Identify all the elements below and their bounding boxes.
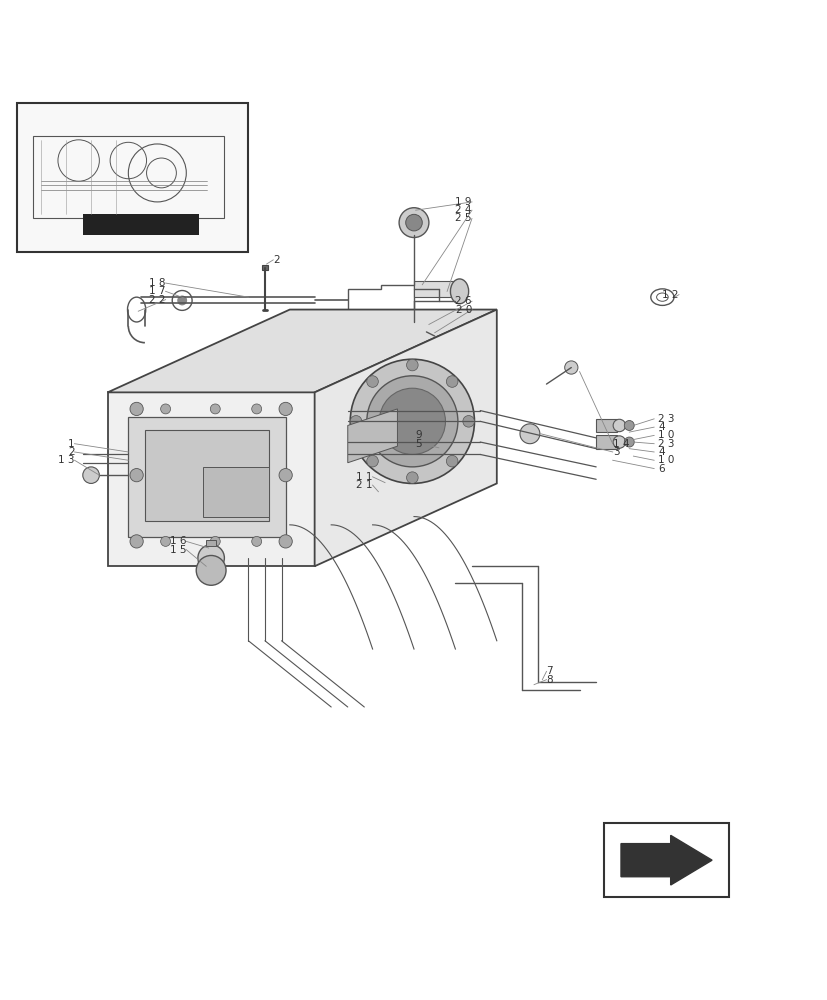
Text: 2 1: 2 1 — [356, 480, 372, 490]
Text: 1 0: 1 0 — [657, 430, 674, 440]
Circle shape — [251, 404, 261, 414]
Circle shape — [446, 455, 457, 467]
Text: 2 5: 2 5 — [455, 213, 471, 223]
Text: 2 4: 2 4 — [455, 205, 471, 215]
Polygon shape — [347, 409, 397, 463]
Bar — [17, 103, 248, 252]
Polygon shape — [203, 467, 269, 517]
Polygon shape — [108, 392, 314, 566]
Bar — [604, 823, 728, 897]
Circle shape — [279, 469, 292, 482]
Polygon shape — [108, 310, 496, 392]
Circle shape — [624, 437, 633, 447]
Polygon shape — [145, 430, 269, 521]
Text: 2 6: 2 6 — [455, 296, 471, 306]
Text: 1 9: 1 9 — [455, 197, 471, 207]
Circle shape — [624, 421, 633, 430]
Polygon shape — [314, 310, 496, 566]
Polygon shape — [128, 417, 285, 537]
Circle shape — [160, 536, 170, 546]
Text: 2 0: 2 0 — [455, 305, 471, 315]
Circle shape — [366, 376, 457, 467]
Circle shape — [160, 404, 170, 414]
Ellipse shape — [404, 317, 423, 335]
Circle shape — [350, 416, 361, 427]
Circle shape — [366, 455, 378, 467]
Circle shape — [177, 295, 187, 305]
Text: 1 1: 1 1 — [356, 472, 372, 482]
Circle shape — [251, 536, 261, 546]
Text: 4: 4 — [657, 447, 664, 457]
Circle shape — [379, 388, 445, 454]
Circle shape — [519, 424, 539, 444]
Text: 1 4: 1 4 — [612, 439, 629, 449]
Circle shape — [196, 555, 226, 585]
Circle shape — [399, 208, 428, 238]
Bar — [261, 265, 268, 270]
Text: 2 3: 2 3 — [657, 439, 674, 449]
Circle shape — [279, 535, 292, 548]
Bar — [83, 214, 198, 235]
Circle shape — [83, 467, 99, 483]
Text: 1 8: 1 8 — [149, 278, 165, 288]
Text: 4: 4 — [657, 422, 664, 432]
Text: 1 6: 1 6 — [170, 536, 186, 546]
Circle shape — [405, 214, 422, 231]
Ellipse shape — [612, 436, 625, 448]
Circle shape — [406, 472, 418, 483]
Ellipse shape — [450, 279, 468, 304]
Polygon shape — [620, 835, 711, 885]
Text: 7: 7 — [546, 666, 552, 676]
Text: 1 0: 1 0 — [657, 455, 674, 465]
Text: 5: 5 — [415, 439, 422, 449]
Bar — [595, 419, 616, 432]
Ellipse shape — [612, 419, 625, 432]
Circle shape — [210, 536, 220, 546]
Text: 1: 1 — [68, 439, 74, 449]
Circle shape — [446, 376, 457, 387]
Text: 2: 2 — [273, 255, 280, 265]
Circle shape — [130, 535, 143, 548]
Text: 1 7: 1 7 — [149, 286, 165, 296]
Text: 9: 9 — [415, 430, 422, 440]
Circle shape — [564, 361, 577, 374]
Circle shape — [406, 359, 418, 371]
Circle shape — [198, 545, 224, 571]
Circle shape — [462, 416, 474, 427]
Circle shape — [350, 359, 474, 483]
Text: 1 2: 1 2 — [662, 290, 678, 300]
Bar — [414, 281, 459, 297]
Circle shape — [210, 404, 220, 414]
Circle shape — [130, 402, 143, 416]
Circle shape — [279, 402, 292, 416]
Text: 2 2: 2 2 — [149, 295, 165, 305]
Circle shape — [130, 469, 143, 482]
Text: 2: 2 — [68, 447, 74, 457]
Text: 2 3: 2 3 — [657, 414, 674, 424]
Ellipse shape — [421, 327, 431, 337]
Text: 3: 3 — [612, 447, 619, 457]
Bar — [595, 435, 616, 449]
Text: 6: 6 — [657, 464, 664, 474]
Bar — [206, 540, 216, 546]
Text: 1 3: 1 3 — [58, 455, 74, 465]
Text: 1 5: 1 5 — [170, 545, 186, 555]
Circle shape — [366, 376, 378, 387]
Text: 8: 8 — [546, 675, 552, 685]
